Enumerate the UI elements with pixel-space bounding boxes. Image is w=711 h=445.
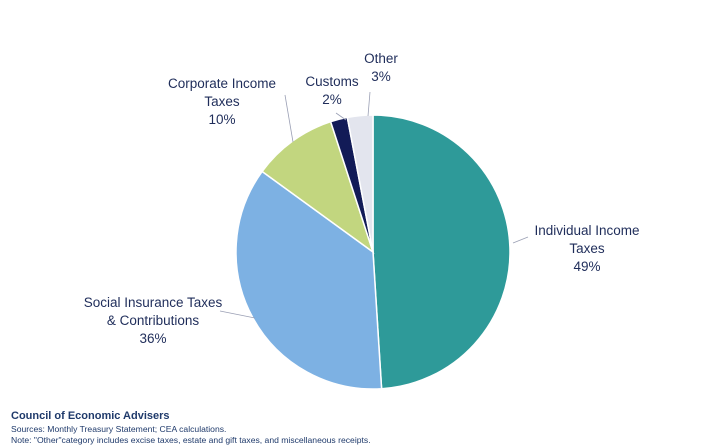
- slice-percent-3: 2%: [322, 92, 342, 107]
- slice-label-0: Individual Income Taxes 49%: [534, 223, 639, 274]
- pie-slices: [235, 114, 511, 390]
- footnote: Note: "Other"category includes excise ta…: [11, 434, 371, 445]
- slice-percent-4: 3%: [371, 69, 391, 84]
- slice-label-1: Social Insurance Taxes & Contributions 36%: [84, 295, 223, 346]
- slice-label-4: Other 3%: [364, 51, 398, 84]
- leader-line-4: [367, 91, 371, 117]
- slice-label-2: Corporate Income Taxes 10%: [168, 76, 276, 127]
- pie-slice-4: [346, 114, 374, 253]
- leader-line-0: [512, 236, 529, 244]
- slice-name-0: Individual Income: [534, 223, 639, 238]
- leader-lines: [219, 91, 529, 319]
- leader-line-2: [284, 94, 294, 143]
- slice-name-1: & Contributions: [107, 313, 200, 328]
- slice-labels: Individual Income Taxes 49% Social Insuranc…: [84, 51, 640, 346]
- sources-note: Sources: Monthly Treasury Statement; CEA…: [11, 424, 227, 434]
- slice-name-1: Social Insurance Taxes: [84, 295, 223, 310]
- slice-name-4: Other: [364, 51, 398, 66]
- slice-name-3: Customs: [305, 74, 359, 89]
- leader-line-1: [219, 310, 256, 319]
- pie-slice-0: [372, 114, 511, 390]
- pie-chart: Individual Income Taxes 49% Social Insuranc…: [84, 51, 640, 390]
- slice-percent-1: 36%: [139, 331, 166, 346]
- slice-percent-0: 49%: [573, 259, 600, 274]
- slice-name-2: Taxes: [204, 94, 240, 109]
- slice-name-0: Taxes: [569, 241, 605, 256]
- source-org: Council of Economic Advisers: [11, 410, 170, 422]
- pie-slice-1: [235, 170, 383, 390]
- leader-line-3: [335, 112, 347, 121]
- chart-footer: Council of Economic Advisers Sources: Mo…: [11, 410, 371, 445]
- slice-percent-2: 10%: [208, 112, 235, 127]
- slice-name-2: Corporate Income: [168, 76, 276, 91]
- slice-label-3: Customs 2%: [305, 74, 359, 107]
